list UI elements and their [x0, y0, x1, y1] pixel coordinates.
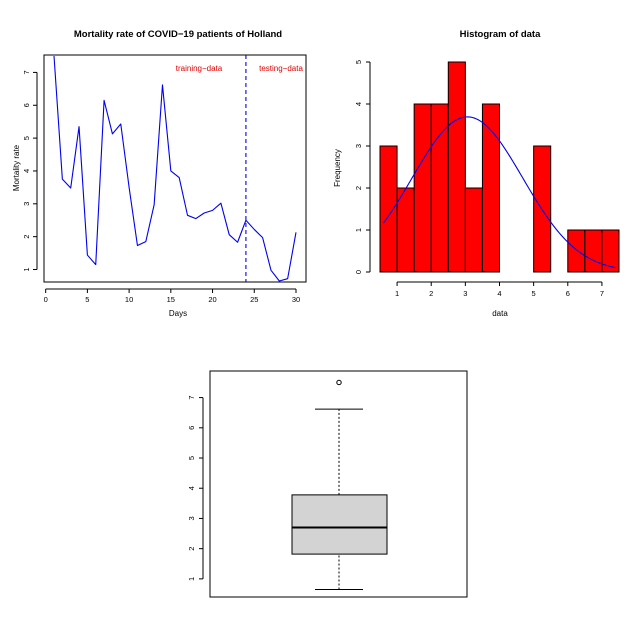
line-chart-x-tick-label: 30 [292, 295, 300, 304]
line-chart-y-axis: 1 2 3 4 5 6 7 [22, 70, 37, 271]
line-chart-title: Mortality rate of COVID−19 patients of H… [74, 29, 282, 40]
histogram-x-axis: 1 2 3 4 5 6 7 [395, 282, 604, 298]
line-chart-x-tick-label: 20 [208, 295, 216, 304]
training-data-annotation: training−data [176, 64, 223, 73]
boxplot-y-tick-label: 1 [187, 577, 196, 581]
histogram-bar [602, 230, 619, 272]
histogram-x-tick-label: 3 [463, 289, 467, 298]
line-chart-x-tick-label: 0 [44, 295, 48, 304]
histogram-bar [482, 104, 499, 272]
histogram-x-tick-label: 6 [566, 289, 570, 298]
histogram-x-label: data [492, 309, 508, 318]
line-chart-marks [54, 55, 296, 282]
histogram-bar [380, 146, 397, 272]
boxplot-y-tick-label: 5 [187, 456, 196, 460]
histogram-bar [414, 104, 431, 272]
line-chart-y-tick-label: 1 [22, 267, 31, 271]
histogram-y-tick-label: 3 [354, 144, 363, 148]
boxplot-y-tick-label: 4 [187, 486, 196, 490]
histogram-bars [380, 62, 619, 272]
line-chart-y-tick-label: 4 [22, 169, 31, 173]
interquartile-box [292, 495, 387, 554]
boxplot-y-axis: 1 2 3 4 5 6 7 [187, 396, 203, 581]
histogram-y-tick-label: 2 [354, 186, 363, 190]
histogram-bar [431, 104, 448, 272]
histogram-x-tick-label: 4 [497, 289, 501, 298]
histogram-y-tick-label: 5 [354, 60, 363, 64]
line-chart-x-tick-label: 5 [85, 295, 89, 304]
histogram-title: Histogram of data [460, 29, 541, 40]
histogram-bar [585, 230, 602, 272]
line-chart-x-label: Days [169, 309, 187, 318]
boxplot-y-tick-label: 6 [187, 426, 196, 430]
line-chart-x-axis: 0 5 10 15 20 25 30 [44, 289, 301, 304]
histogram-x-tick-label: 2 [429, 289, 433, 298]
outlier-point [337, 380, 341, 384]
line-chart-y-tick-label: 7 [22, 70, 31, 74]
boxplot-plot-box [210, 371, 467, 597]
histogram-y-tick-label: 0 [354, 270, 363, 274]
histogram-x-tick-label: 5 [532, 289, 536, 298]
line-chart-y-tick-label: 6 [22, 103, 31, 107]
histogram-x-tick-label: 7 [600, 289, 604, 298]
boxplot-panel: 1 2 3 4 5 6 7 [187, 371, 467, 597]
line-chart-y-tick-label: 3 [22, 202, 31, 206]
histogram-bar [568, 230, 585, 272]
boxplot-marks [292, 380, 387, 589]
histogram-x-tick-label: 1 [395, 289, 399, 298]
histogram-y-label: Frequency [333, 149, 342, 187]
line-chart-y-tick-label: 2 [22, 235, 31, 239]
line-chart-x-tick-label: 10 [125, 295, 133, 304]
histogram-y-tick-label: 4 [354, 102, 363, 106]
histogram-bar [397, 188, 414, 272]
line-chart-x-tick-label: 25 [250, 295, 258, 304]
line-chart-y-tick-label: 5 [22, 136, 31, 140]
histogram-y-axis: 0 1 2 3 4 5 [354, 60, 370, 274]
histogram-y-tick-label: 1 [354, 228, 363, 232]
histogram-bar [465, 188, 482, 272]
boxplot-y-tick-label: 7 [187, 396, 196, 400]
boxplot-y-tick-label: 2 [187, 547, 196, 551]
mortality-series-line [54, 56, 296, 281]
boxplot-y-tick-label: 3 [187, 516, 196, 520]
line-chart-panel: Mortality rate of COVID−19 patients of H… [12, 29, 306, 318]
testing-data-annotation: testing−data [259, 64, 303, 73]
histogram-bar [448, 62, 465, 272]
line-chart-x-tick-label: 15 [167, 295, 175, 304]
histogram-panel: Histogram of data data Frequency 1 2 3 4 5 6 7… [333, 29, 619, 318]
line-chart-plot-box [44, 55, 306, 282]
line-chart-y-label: Mortality rate [12, 144, 21, 191]
